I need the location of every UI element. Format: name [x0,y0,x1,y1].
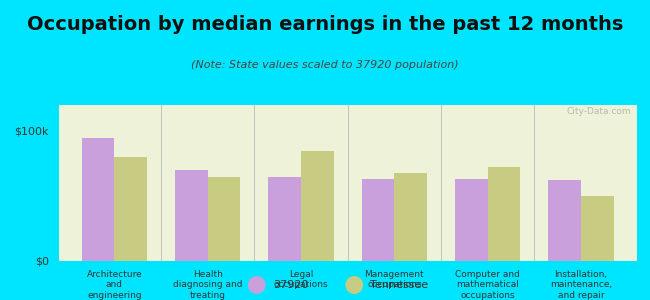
Bar [301,151,333,261]
Bar [395,172,427,261]
Text: City-Data.com: City-Data.com [567,106,631,116]
Text: Occupation by median earnings in the past 12 months: Occupation by median earnings in the pas… [27,15,623,34]
Text: 37920: 37920 [273,280,308,290]
Bar [362,179,395,261]
Bar [114,157,147,261]
Bar [82,137,114,261]
Bar [175,170,208,261]
Bar [208,176,240,261]
Text: (Note: State values scaled to 37920 population): (Note: State values scaled to 37920 popu… [191,60,459,70]
Bar [455,179,488,261]
Bar [549,180,581,261]
Text: Tennessee: Tennessee [370,280,428,290]
Bar [488,167,521,261]
Bar [268,176,301,261]
Bar [581,196,614,261]
